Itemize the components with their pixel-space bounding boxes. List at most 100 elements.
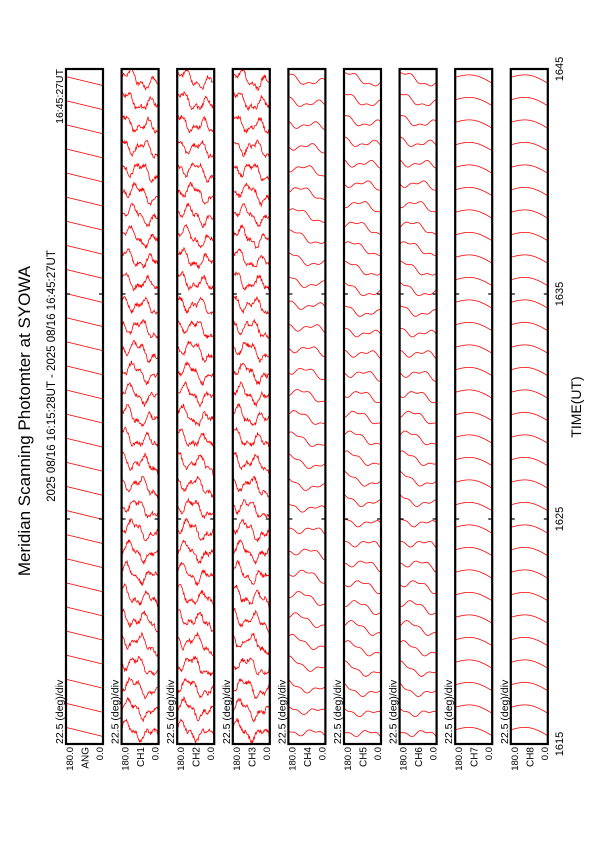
y-tick-top: 180.0 (65, 747, 76, 771)
trace-line (121, 114, 159, 134)
x-tick-labels: 1615 1625 1635 1645 (554, 57, 566, 756)
trace-line (455, 636, 493, 647)
trace-line (344, 159, 381, 169)
panel-frame (342, 67, 383, 746)
trace-line (399, 470, 437, 487)
panel-frame (231, 67, 271, 746)
y-tick-bottom: 0.0 (262, 747, 273, 760)
trace-line (121, 696, 159, 722)
panel-ch3: CH3 180.0 0.0 22.5 (deg)/div (221, 67, 273, 771)
trace-line (121, 608, 159, 635)
trace-line (510, 299, 548, 309)
trace-line (344, 470, 381, 487)
trace-line (232, 271, 270, 291)
panel-ch5: CH5 180.0 0.0 22.5 (deg)/div (332, 67, 384, 771)
trace-line (232, 362, 270, 386)
trace-line (399, 707, 437, 717)
trace-line (232, 632, 270, 656)
panel-frame (176, 67, 216, 746)
y-tick-bottom: 0.0 (206, 747, 217, 760)
trace-line (232, 381, 270, 408)
channel-label: CH6 (414, 747, 425, 767)
trace-line (66, 437, 103, 448)
trace-line (66, 341, 103, 352)
trace-line (344, 261, 381, 276)
trace-line (121, 202, 159, 228)
trace-line (344, 304, 381, 317)
trace-line (399, 241, 437, 256)
trace-line (399, 660, 437, 677)
x-tick-label: 1645 (554, 57, 566, 81)
trace-line (399, 540, 437, 549)
scale-label: 22.5 (deg)/div (110, 679, 122, 744)
panel-traces (399, 71, 437, 738)
trace-line (121, 340, 159, 364)
trace-line (399, 71, 437, 87)
trace-line (288, 729, 326, 737)
trace-line (232, 584, 270, 610)
channel-label: CH7 (470, 747, 481, 767)
trace-line (121, 676, 159, 700)
scale-label: 22.5 (deg)/div (388, 679, 400, 744)
trace-line (232, 498, 270, 519)
trace-line (232, 113, 270, 135)
trace-line (455, 389, 493, 399)
trace-line (399, 640, 437, 657)
panel-frame (287, 67, 327, 746)
trace-line (288, 612, 326, 629)
trace-line (510, 209, 548, 219)
trace-line (344, 560, 381, 573)
trace-line (510, 569, 548, 579)
trace-line (121, 247, 159, 269)
trace-line (177, 475, 215, 499)
panel-traces (455, 74, 493, 737)
trace-line (455, 479, 493, 489)
trace-line (344, 620, 381, 636)
trace-line (66, 727, 103, 737)
trace-line (121, 476, 159, 499)
trace-line (232, 475, 270, 498)
trace-line (288, 300, 326, 310)
trace-line (288, 431, 326, 447)
trace-line (177, 428, 215, 449)
trace-line (455, 569, 493, 579)
trace-line (232, 248, 270, 268)
channel-label: CH8 (525, 747, 536, 767)
trace-line (510, 187, 548, 197)
panel-traces (177, 69, 215, 744)
trace-line (177, 380, 215, 409)
panel-ch6: CH6 180.0 0.0 22.5 (deg)/div (388, 67, 440, 771)
trace-line (455, 704, 493, 714)
y-tick-top: 180.0 (399, 747, 410, 771)
trace-line (288, 96, 326, 107)
trace-line (66, 293, 103, 303)
trace-line (455, 164, 493, 174)
scale-label: 22.5 (deg)/div (165, 679, 177, 744)
panel-traces (344, 71, 381, 738)
panel-ch8: CH8 180.0 0.0 22.5 (deg)/div (499, 67, 551, 771)
trace-line (288, 678, 326, 694)
trace-line (177, 113, 215, 134)
scale-label: 22.5 (deg)/div (221, 679, 233, 744)
trace-line (66, 172, 103, 183)
trace-line (510, 119, 548, 129)
trace-line (66, 582, 103, 593)
trace-line (344, 707, 381, 717)
trace-line (288, 208, 326, 223)
trace-line (455, 299, 493, 309)
trace-line (344, 221, 381, 236)
trace-line (66, 244, 103, 255)
trace-line (177, 340, 215, 364)
trace-line (399, 493, 437, 508)
trace-line (121, 69, 159, 91)
trace-line (121, 518, 159, 542)
trace-line (344, 430, 381, 446)
trace-line (66, 510, 103, 520)
trace-line (177, 561, 215, 587)
trace-line (399, 201, 437, 214)
panel-frame (454, 67, 494, 746)
trace-line (455, 119, 493, 129)
